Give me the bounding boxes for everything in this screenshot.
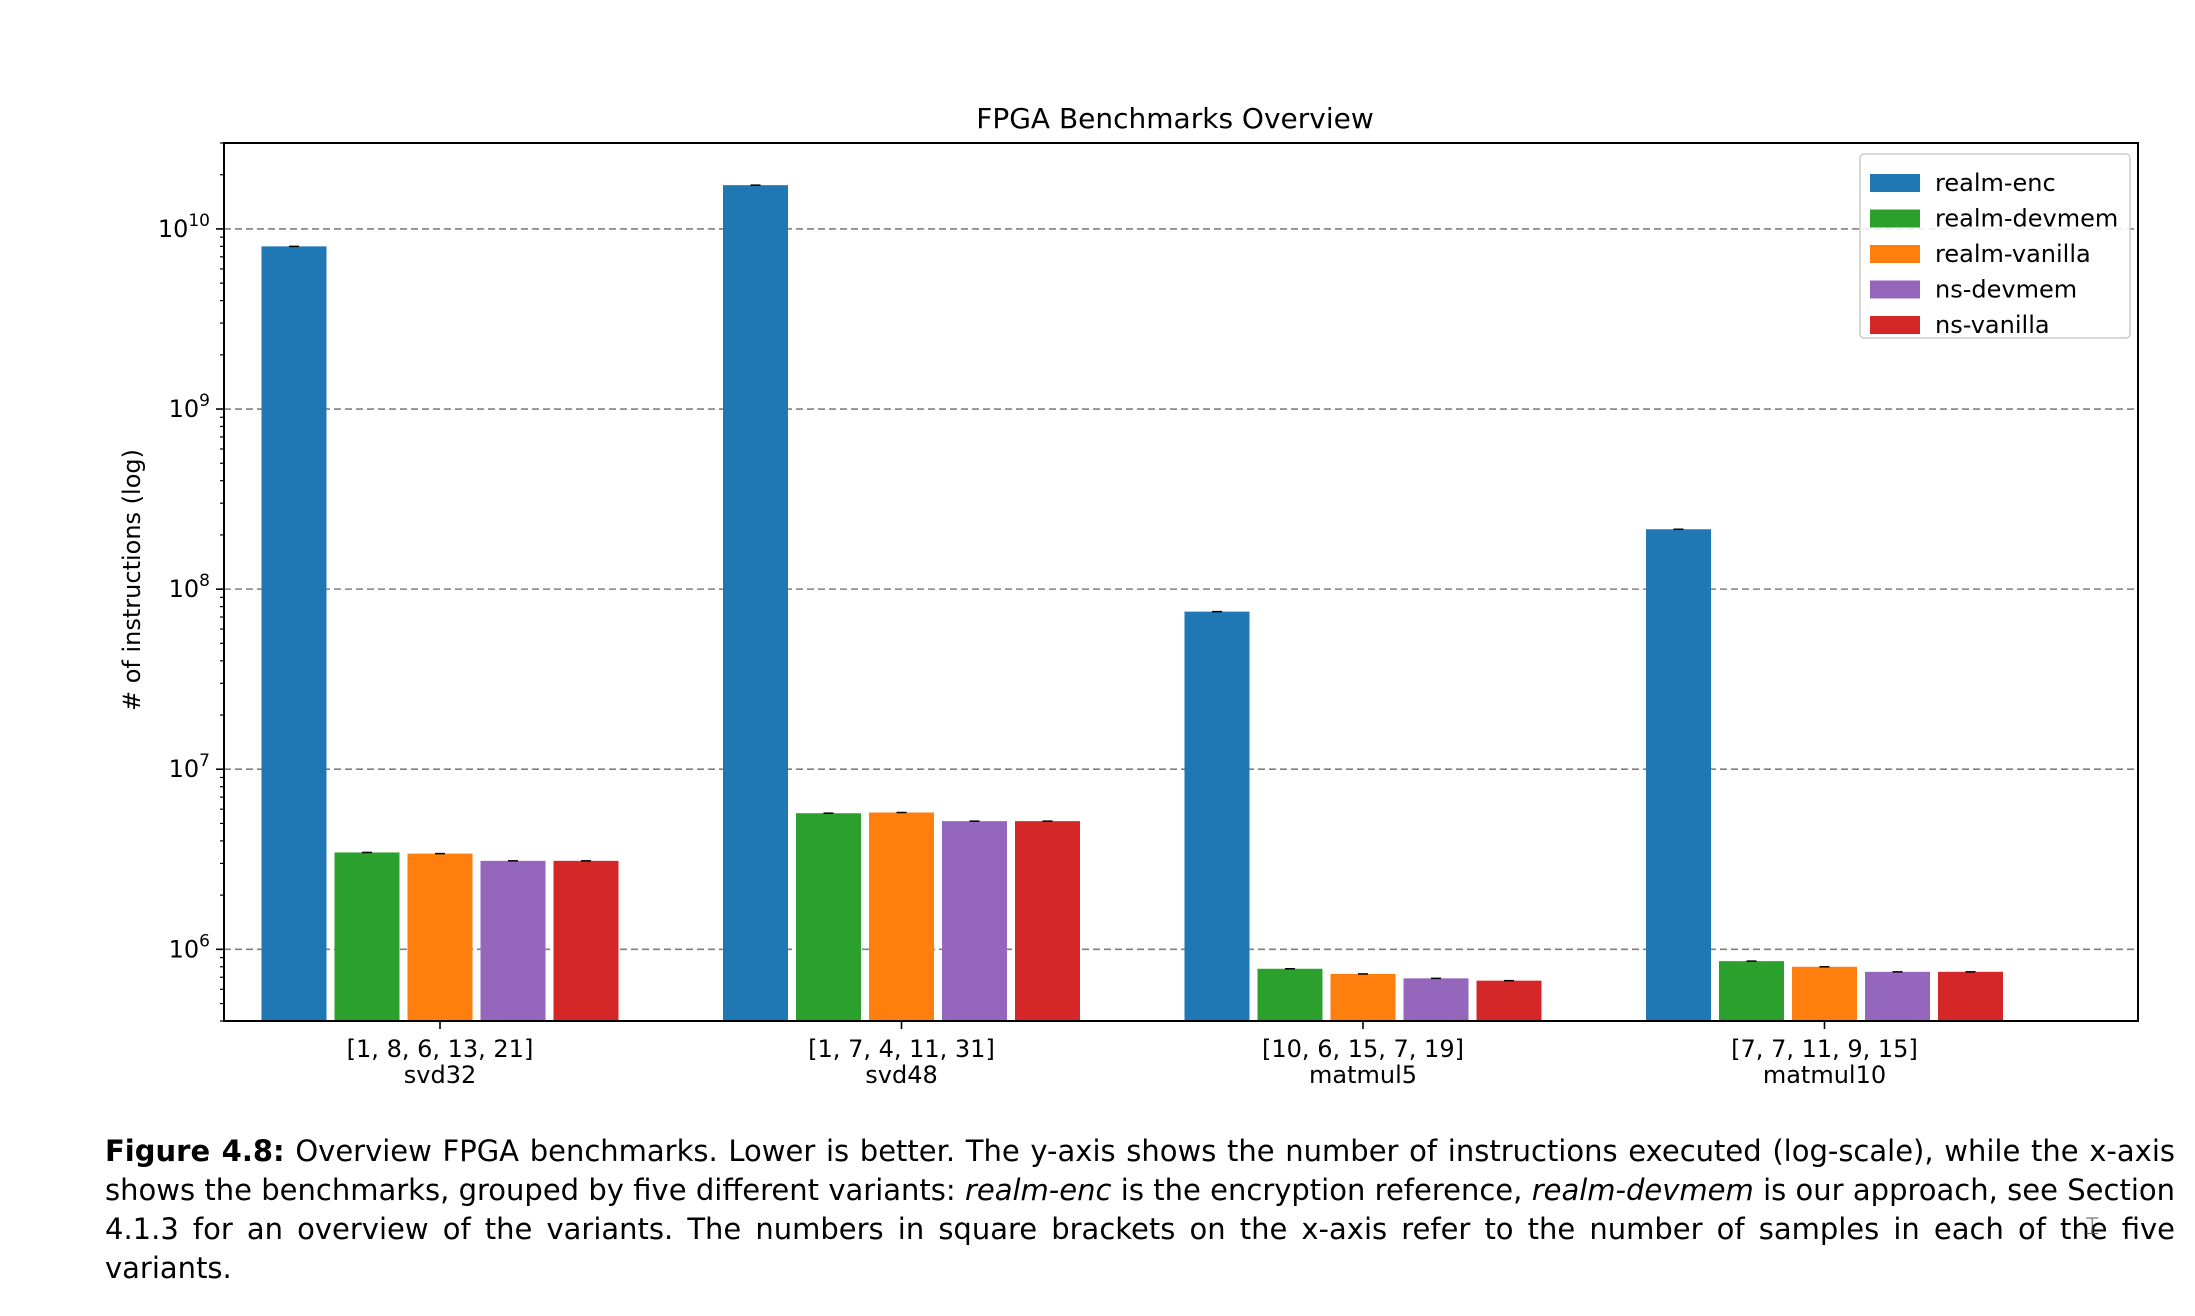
chart-title: FPGA Benchmarks Overview	[976, 102, 1374, 135]
bar-realm-vanilla-matmul10	[1792, 966, 1857, 1021]
caption-variant-enc: realm-enc	[964, 1173, 1112, 1207]
bar-realm-enc-matmul10	[1646, 529, 1711, 1021]
legend: realm-enc realm-devmem realm-vanilla ns-dev…	[1859, 153, 2131, 339]
bar-ns-vanilla-matmul5	[1476, 980, 1542, 1021]
caption-variant-devmem: realm-devmem	[1531, 1173, 1754, 1207]
bar-realm-vanilla-svd32	[407, 853, 473, 1021]
bar-ns-vanilla-matmul10	[1938, 971, 2003, 1021]
bar-ns-devmem-matmul10	[1865, 971, 1930, 1021]
bar-realm-vanilla-matmul5	[1330, 973, 1396, 1021]
bar-realm-enc-svd32	[261, 246, 327, 1022]
x-tick-samples: [10, 6, 15, 7, 19]	[1262, 1035, 1464, 1063]
y-tick-label: 106	[169, 931, 210, 963]
plot-frame	[223, 142, 2139, 1022]
gridlines	[224, 228, 2138, 951]
x-tick-label: svd32	[404, 1061, 476, 1089]
y-tick-label: 108	[169, 571, 210, 603]
bar-ns-devmem-svd48	[942, 821, 1007, 1021]
y-tick-label: 1010	[158, 211, 210, 243]
text-cursor-icon: ⌶	[2085, 1212, 2100, 1240]
bar-realm-devmem-matmul5	[1257, 968, 1323, 1021]
legend-label: realm-devmem	[1935, 205, 2118, 233]
bar-realm-devmem-matmul10	[1719, 961, 1784, 1021]
legend-label: ns-devmem	[1935, 276, 2077, 304]
x-tick-label: matmul10	[1763, 1061, 1886, 1089]
bars	[261, 184, 2003, 1022]
bar-realm-vanilla-svd48	[869, 812, 934, 1021]
legend-swatch-realm-enc	[1870, 174, 1920, 192]
bar-realm-enc-svd48	[723, 185, 788, 1022]
legend-swatch-realm-vanilla	[1870, 245, 1920, 263]
caption-text-1: Overview FPGA benchmarks. Lower is bette…	[105, 1134, 2175, 1207]
legend-swatch-realm-devmem	[1870, 209, 1920, 228]
caption-label: Figure 4.8:	[105, 1134, 285, 1168]
axes: 106 107 108 109 1010 [1, 8, 6, 13, 21]svd32 [1…	[158, 142, 2139, 1089]
legend-swatch-ns-vanilla	[1870, 316, 1920, 334]
y-tick-label: 107	[169, 751, 210, 783]
x-tick-samples: [7, 7, 11, 9, 15]	[1731, 1035, 1918, 1063]
bar-realm-enc-matmul5	[1184, 611, 1250, 1021]
legend-swatch-ns-devmem	[1870, 280, 1920, 299]
x-tick-label: matmul5	[1309, 1061, 1417, 1089]
x-tick-samples: [1, 7, 4, 11, 31]	[808, 1035, 995, 1063]
bar-realm-devmem-svd32	[334, 852, 400, 1021]
x-tick-samples: [1, 8, 6, 13, 21]	[347, 1035, 534, 1063]
bar-ns-vanilla-svd32	[553, 860, 619, 1021]
bar-ns-devmem-svd32	[480, 860, 546, 1021]
legend-box	[1859, 153, 2131, 339]
legend-label: ns-vanilla	[1935, 311, 2050, 339]
bar-ns-vanilla-svd48	[1015, 821, 1080, 1021]
caption-text-3: is our approach, see Section 4.1.3 for a…	[105, 1173, 2175, 1285]
y-tick-label: 109	[169, 391, 210, 423]
bar-ns-devmem-matmul5	[1403, 978, 1469, 1021]
x-tick-label: svd48	[865, 1061, 937, 1089]
y-axis-label: # of instructions (log)	[118, 449, 146, 711]
caption-text-2: is the encryption reference,	[1111, 1173, 1532, 1207]
figure-caption: Figure 4.8: Overview FPGA benchmarks. Lo…	[105, 1132, 2175, 1288]
legend-label: realm-enc	[1935, 169, 2056, 197]
bar-realm-devmem-svd48	[796, 813, 861, 1021]
legend-label: realm-vanilla	[1935, 240, 2091, 268]
